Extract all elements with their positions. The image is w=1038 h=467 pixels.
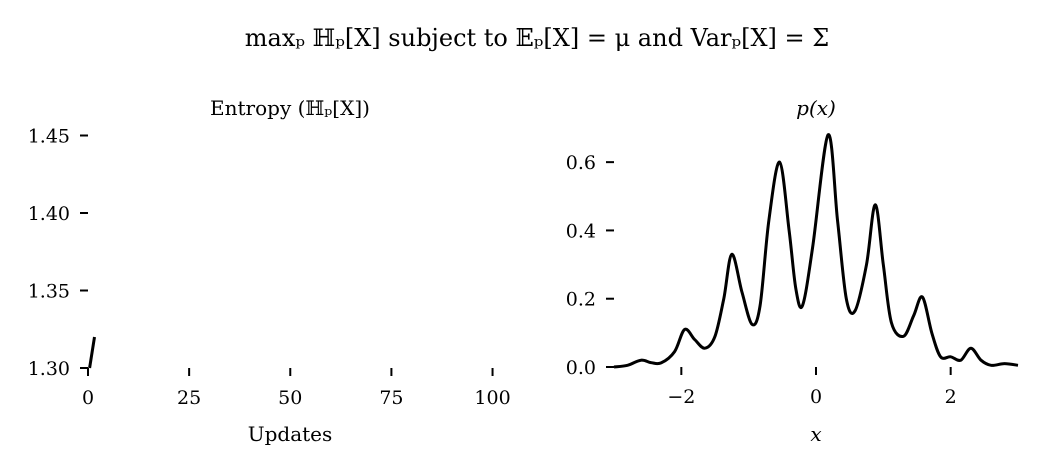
figure-suptitle: maxₚ ℍₚ[X] subject to 𝔼ₚ[X] = μ and Varₚ… — [245, 24, 829, 52]
entropy-x-tick-label: 50 — [278, 387, 302, 409]
density-y-ticks: 0.0 0.2 0.4 0.6 — [566, 152, 614, 379]
entropy-panel-title: Entropy (ℍₚ[X]) — [210, 96, 370, 120]
density-x-tick-label: 0 — [810, 386, 822, 408]
entropy-y-ticks: 1.30 1.35 1.40 1.45 — [28, 126, 88, 380]
entropy-x-tick-label: 100 — [474, 387, 510, 409]
density-x-ticks: −2 0 2 — [667, 367, 957, 408]
entropy-x-tick-label: 25 — [177, 387, 201, 409]
density-y-tick-label: 0.6 — [566, 152, 596, 174]
density-y-tick-label: 0.4 — [566, 220, 596, 242]
entropy-panel: Entropy (ℍₚ[X]) 0 25 50 75 100 1.301.351.401… — [28, 96, 511, 446]
entropy-x-axis-label: Updates — [248, 422, 333, 446]
entropy-series-line — [88, 336, 96, 369]
density-series-line — [613, 133, 1019, 369]
density-x-tick-label: 2 — [945, 386, 957, 408]
entropy-x-tick-label: 0 — [82, 387, 94, 409]
entropy-y-tick-label: 1.30 — [28, 358, 70, 380]
density-panel: p(x) −2 0 2 0.0 0.2 0.4 0.6 x — [566, 96, 1019, 446]
entropy-y-tick-label: 1.35 — [28, 281, 70, 303]
density-x-tick-label: −2 — [667, 386, 695, 408]
entropy-y-tick-label: 1.40 — [28, 203, 70, 225]
density-y-tick-label: 0.2 — [566, 289, 596, 311]
density-y-tick-label: 0.0 — [566, 357, 596, 379]
entropy-x-ticks: 0 25 50 75 100 — [82, 368, 511, 409]
density-panel-title: p(x) — [796, 96, 836, 120]
entropy-y-tick-label: 1.45 — [28, 126, 70, 148]
density-x-axis-label: x — [810, 422, 821, 446]
entropy-x-tick-label: 75 — [379, 387, 403, 409]
